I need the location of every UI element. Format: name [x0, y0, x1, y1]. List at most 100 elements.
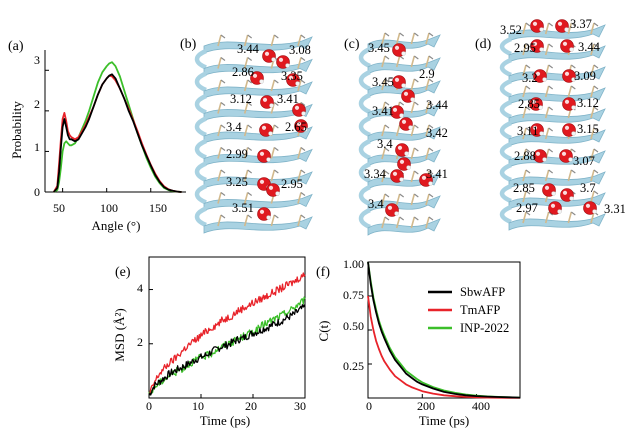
distance-label: 3.44	[237, 42, 260, 56]
side-chain	[300, 214, 306, 219]
side-chain	[567, 169, 573, 182]
water-hydrogen-atom	[285, 63, 290, 68]
ribbon-loop	[358, 46, 371, 69]
side-chain	[217, 214, 222, 227]
distance-label: 3.37	[570, 17, 592, 31]
water-hydrogen-atom	[557, 209, 562, 214]
panel-label-a: (a)	[8, 39, 24, 54]
side-chain	[522, 127, 527, 140]
side-chain	[217, 147, 222, 159]
side-chain	[590, 22, 595, 35]
side-chain	[548, 85, 553, 90]
x-tick-label: 30	[294, 399, 306, 413]
side-chain	[525, 106, 531, 111]
side-chain	[300, 57, 306, 61]
side-chain	[522, 22, 527, 35]
water-hydrogen-atom	[399, 159, 405, 164]
water-hydrogen-atom	[562, 190, 568, 195]
water-hydrogen-atom	[271, 57, 276, 62]
side-chain	[384, 216, 390, 221]
side-chain	[544, 85, 550, 98]
side-chain	[428, 55, 434, 60]
legend: SbwAFP TmAFP INP-2022	[428, 285, 509, 335]
beta-strand-ribbon	[508, 171, 606, 189]
side-chain	[384, 78, 390, 83]
side-chain	[425, 55, 430, 68]
side-chain	[567, 22, 573, 35]
distance-label: 2.85	[513, 181, 535, 195]
distance-label: 3.41	[426, 167, 448, 181]
side-chain	[399, 216, 404, 221]
side-chain	[217, 124, 222, 137]
side-chain	[384, 170, 390, 175]
water-hydrogen-atom	[261, 125, 267, 130]
distance-label: 3.51	[232, 201, 254, 215]
ribbon-loop	[358, 92, 371, 115]
ribbon-loop	[499, 141, 512, 162]
water-hydrogen-atom	[428, 181, 433, 186]
side-chain	[414, 78, 419, 83]
side-chain	[220, 192, 226, 196]
water-hydrogen-atom	[394, 211, 399, 216]
distance-label: 3.09	[574, 69, 596, 83]
side-chain	[384, 124, 390, 129]
side-chain	[395, 32, 401, 45]
side-chain	[410, 101, 416, 114]
side-chain	[425, 124, 430, 137]
distance-label: 3.15	[577, 122, 599, 136]
beta-strand-ribbon	[367, 80, 441, 98]
water-hydrogen-atom	[406, 165, 411, 170]
side-chain	[297, 147, 302, 159]
side-chain	[247, 124, 252, 129]
side-chain	[384, 55, 390, 60]
side-chain	[544, 169, 550, 182]
side-chain	[217, 57, 222, 69]
side-chain	[297, 57, 302, 69]
side-chain	[300, 147, 306, 151]
side-chain	[428, 193, 434, 198]
water-hydrogen-atom	[532, 21, 538, 26]
side-chain	[425, 147, 430, 160]
side-chain	[410, 147, 416, 160]
side-chain	[384, 147, 390, 152]
side-chain	[410, 193, 416, 206]
ribbon-loop	[194, 93, 207, 115]
side-chain	[425, 101, 430, 114]
side-chain	[274, 79, 279, 84]
beta-strand-ribbon	[203, 81, 313, 99]
side-chain	[220, 102, 226, 106]
beta-strand-ribbon	[203, 216, 313, 234]
side-chain	[590, 43, 595, 56]
side-chain	[395, 216, 401, 229]
side-chain	[381, 147, 386, 160]
side-chain	[522, 169, 527, 182]
ribbon-loop	[499, 120, 512, 141]
distance-label: 2.99	[226, 147, 248, 161]
water-hydrogen-atom	[538, 105, 543, 110]
distance-label: 2.95	[281, 177, 303, 191]
y-tick-label: 0.25	[343, 359, 364, 373]
water-hydrogen-atom	[259, 179, 265, 184]
y-tick-label: 0	[34, 185, 40, 199]
side-chain	[217, 169, 222, 182]
water-hydrogen-atom	[585, 203, 591, 208]
side-chain	[274, 147, 279, 151]
side-chain	[414, 101, 419, 106]
side-chain	[381, 78, 386, 91]
side-chain	[548, 64, 553, 69]
distance-label: 2.88	[514, 149, 536, 163]
distance-label: 3.12	[230, 92, 252, 106]
beta-strand-ribbon	[367, 218, 441, 236]
distance-label: 3.42	[426, 126, 448, 140]
side-chain	[243, 147, 249, 159]
plot-frame	[148, 256, 306, 399]
beta-strand-ribbon	[367, 172, 441, 190]
x-axis-label: Angle (°)	[92, 218, 141, 233]
y-axis-label: MSD (Å²)	[112, 308, 127, 361]
series-line-tmafp	[367, 295, 520, 399]
x-axis-label: Time (ps)	[419, 413, 469, 428]
water-hydrogen-atom	[562, 41, 568, 46]
side-chain	[410, 32, 416, 45]
water-hydrogen-atom	[266, 157, 271, 162]
side-chain	[410, 124, 416, 137]
